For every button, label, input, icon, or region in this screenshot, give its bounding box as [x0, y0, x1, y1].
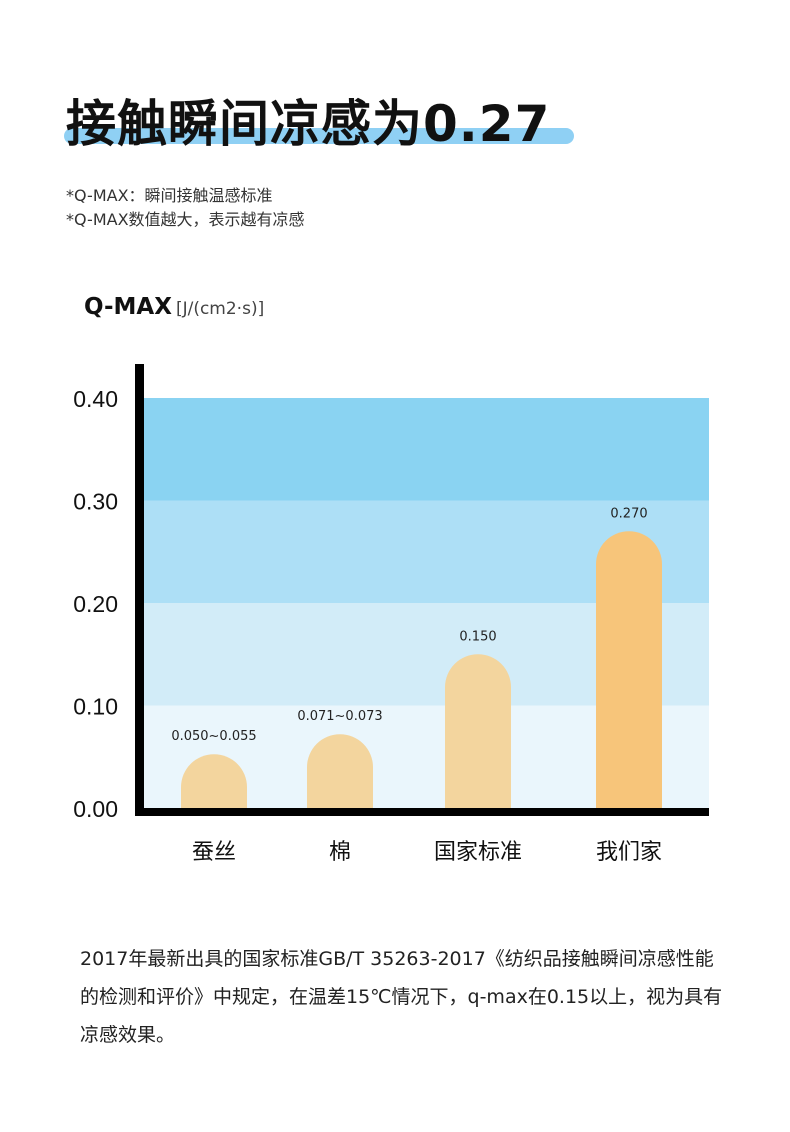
- x-axis: [135, 808, 709, 816]
- page-title: 接触瞬间凉感为0.27: [66, 95, 551, 153]
- y-tick-label: 0.40: [73, 386, 118, 412]
- y-tick-label: 0.30: [73, 489, 118, 515]
- x-tick-label: 棉: [329, 840, 351, 865]
- y-axis: [135, 364, 144, 816]
- note-line-1: *Q-MAX：瞬间接触温感标准: [66, 186, 273, 205]
- data-label: 0.270: [610, 506, 647, 521]
- bar: [596, 531, 662, 808]
- bar: [307, 734, 373, 808]
- headline-block: 接触瞬间凉感为0.27: [64, 84, 584, 154]
- qmax-bar-chart: 0.00 0.10 0.20 0.30 0.40 0.050~0.055 蚕丝 0.071~0…: [73, 364, 709, 865]
- bar: [445, 654, 511, 808]
- chart-unit-title: Q-MAX [J/(cm2·s)]: [84, 294, 264, 320]
- data-label: 0.071~0.073: [297, 709, 382, 724]
- standard-description: 2017年最新出具的国家标准GB/T 35263-2017《纺织品接触瞬间凉感性…: [80, 948, 723, 1046]
- background-band: [143, 398, 709, 501]
- x-tick-label: 国家标准: [434, 840, 522, 865]
- unit-label: [J/(cm2·s)]: [175, 299, 265, 319]
- x-tick-label: 我们家: [596, 840, 662, 865]
- y-tick-label: 0.20: [73, 591, 118, 617]
- x-tick-label: 蚕丝: [192, 840, 236, 865]
- bar: [181, 754, 247, 808]
- notes: *Q-MAX：瞬间接触温感标准 *Q-MAX数值越大，表示越有凉感: [66, 184, 305, 232]
- y-tick-label: 0.00: [73, 796, 118, 822]
- data-label: 0.050~0.055: [171, 729, 256, 744]
- y-tick-label: 0.10: [73, 694, 118, 720]
- headline-highlight: [64, 128, 574, 144]
- data-label: 0.150: [459, 629, 496, 644]
- note-line-2: *Q-MAX数值越大，表示越有凉感: [66, 210, 305, 229]
- metric-label: Q-MAX: [84, 294, 172, 320]
